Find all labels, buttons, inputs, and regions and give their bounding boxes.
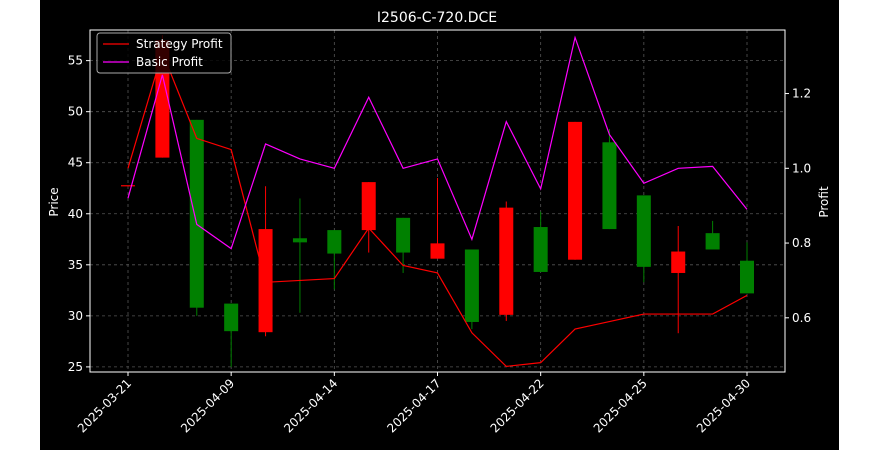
candlestick-chart: 25 30 35 40 45 50 55 0.6 0.8 1.0 1.2 2025-03-21 2025… [47, 10, 831, 435]
x-tick-label: 2025-04-25 [591, 376, 650, 435]
y-tick-label-left: 25 [68, 360, 83, 374]
y-axis-label-right: Profit [817, 186, 831, 218]
candle-body [533, 227, 548, 272]
x-tick-label: 2025-04-14 [281, 376, 340, 435]
candle-body [121, 185, 135, 187]
profit-lines [127, 35, 748, 368]
strategy-profit-line [127, 50, 748, 368]
candle-body [224, 303, 239, 332]
candle-body [464, 249, 479, 322]
legend-label-strategy-profit: Strategy Profit [136, 37, 223, 51]
y-tick-label-right: 0.8 [792, 236, 811, 250]
candle-body [430, 243, 445, 259]
chart-figure: 25 30 35 40 45 50 55 0.6 0.8 1.0 1.2 2025-03-21 2025… [40, 0, 839, 450]
legend-label-basic-profit: Basic Profit [136, 55, 203, 69]
y-tick-label-right: 1.0 [792, 161, 811, 175]
x-tick-label: 2025-04-17 [384, 376, 443, 435]
candle-body [361, 182, 376, 231]
candle-body [636, 195, 651, 267]
y-tick-label-left: 30 [68, 309, 83, 323]
y-tick-label-left: 40 [68, 207, 83, 221]
y-axis-label-left: Price [47, 187, 61, 216]
candle-body [671, 251, 686, 273]
legend-box [96, 32, 232, 74]
candle-body [327, 230, 342, 254]
y-tick-label-right: 0.6 [792, 311, 811, 325]
y-tick-label-right: 1.2 [792, 87, 811, 101]
x-tick-label: 2025-04-30 [694, 376, 753, 435]
legend: Strategy Profit Basic Profit [96, 32, 232, 74]
x-tick-label: 2025-04-09 [178, 376, 237, 435]
candle-body [568, 121, 583, 260]
candle-body [740, 260, 754, 294]
y-tick-label-left: 55 [68, 54, 83, 68]
y-tick-label-left: 50 [68, 105, 83, 119]
chart-title: I2506-C-720.DCE [377, 10, 497, 26]
candle-body [499, 207, 514, 315]
basic-profit-line [127, 35, 748, 250]
candle-body [292, 238, 307, 243]
y-tick-label-left: 45 [68, 156, 83, 170]
y-tick-label-left: 35 [68, 258, 83, 272]
candle-body [602, 142, 617, 230]
candle-body [705, 233, 720, 250]
x-tick-label: 2025-04-22 [488, 376, 547, 435]
candle-body [189, 119, 204, 308]
x-tick-label: 2025-03-21 [75, 376, 134, 435]
candle-body [396, 217, 411, 253]
